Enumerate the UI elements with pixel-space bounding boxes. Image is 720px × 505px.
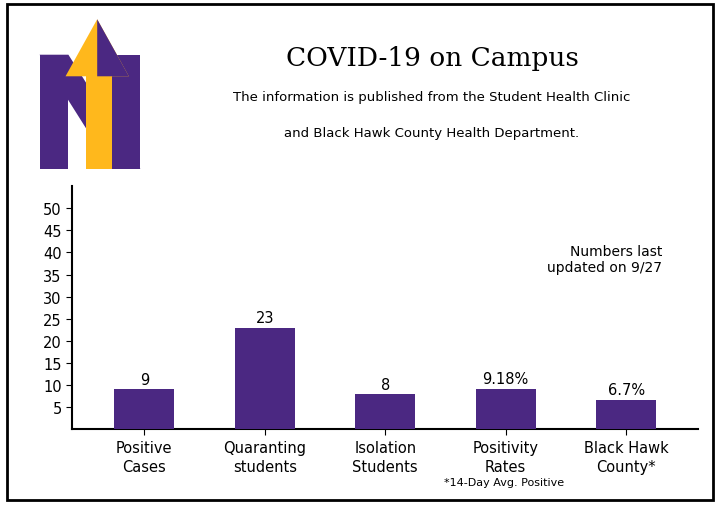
Text: Numbers last
updated on 9/27: Numbers last updated on 9/27 [547,244,662,274]
Polygon shape [40,56,68,170]
Bar [114,389,174,429]
Polygon shape [112,56,140,170]
Text: and Black Hawk County Health Department.: and Black Hawk County Health Department. [284,126,580,139]
Bar [475,389,536,429]
Bar [355,394,415,429]
Text: 9.18%: 9.18% [482,372,528,387]
Text: 23: 23 [256,311,274,326]
Bar [235,328,295,429]
Text: COVID-19 on Campus: COVID-19 on Campus [286,45,578,70]
Text: *14-Day Avg. Positive: *14-Day Avg. Positive [444,477,564,487]
Polygon shape [86,62,112,170]
Text: 9: 9 [140,372,149,387]
Polygon shape [66,20,129,77]
Text: The information is published from the Student Health Clinic: The information is published from the St… [233,91,631,104]
Text: 6.7%: 6.7% [608,383,644,397]
Polygon shape [97,20,129,77]
Text: 8: 8 [381,377,390,392]
Polygon shape [40,56,140,170]
Bar [596,400,656,429]
